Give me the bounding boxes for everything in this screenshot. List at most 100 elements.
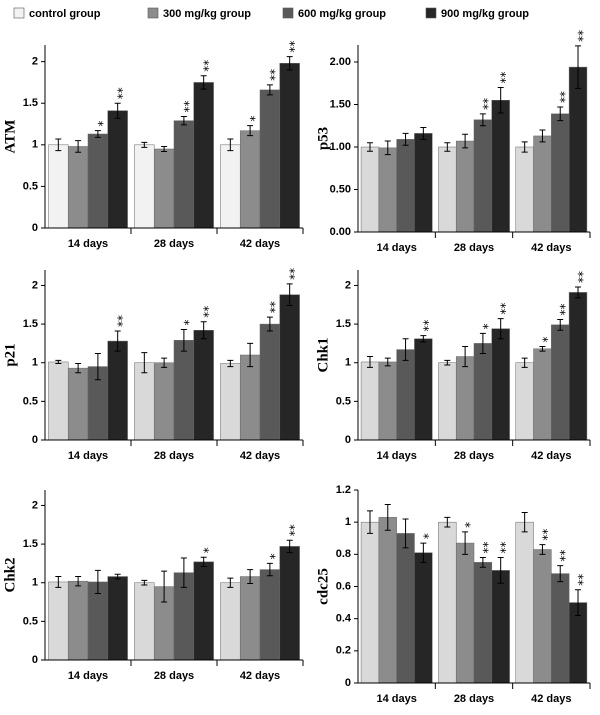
error-bar (420, 126, 427, 140)
bar (515, 521, 534, 684)
x-tick-label: 42 days (531, 693, 571, 705)
y-tick-label: 1 (32, 577, 38, 589)
error-bar (366, 142, 373, 152)
bar (455, 542, 475, 684)
error-bar (521, 141, 528, 153)
bar (48, 361, 69, 441)
error-bar (180, 557, 187, 588)
y-tick-label: 2.00 (330, 56, 351, 68)
significance-mark: * (244, 116, 258, 122)
bar (134, 144, 155, 229)
error-bar (200, 321, 207, 340)
significance-mark: ** (572, 271, 586, 283)
y-tick-label: 0.6 (336, 580, 351, 592)
error-bar (75, 363, 82, 374)
x-tick-label: 14 days (68, 670, 108, 682)
y-tick-label: 1 (345, 516, 351, 528)
bar (455, 356, 475, 441)
y-tick-label: 1 (32, 139, 38, 151)
error-bar (141, 141, 148, 148)
legend-label: control group (29, 8, 101, 20)
error-bar (247, 569, 254, 584)
significance-mark: ** (494, 542, 508, 554)
error-bar (161, 145, 168, 152)
bar (87, 133, 109, 229)
error-bar (479, 113, 486, 127)
error-bar (539, 129, 546, 143)
bar (67, 146, 89, 229)
legend-label: 300 mg/kg group (163, 8, 251, 20)
error-bar (286, 283, 293, 307)
significance-mark: * (91, 121, 105, 127)
bar (193, 561, 214, 661)
legend-swatch (282, 7, 294, 19)
error-bar (575, 45, 582, 89)
error-bar (497, 87, 504, 114)
y-tick-label: 0.50 (330, 183, 351, 195)
error-bar (402, 338, 409, 361)
error-bar (444, 516, 451, 528)
y-tick-label: 1.00 (330, 141, 351, 153)
bar (533, 348, 552, 441)
y-tick-label: 2 (32, 499, 38, 511)
significance-mark: ** (494, 72, 508, 84)
error-bar (575, 589, 582, 616)
bar (193, 330, 214, 441)
error-bar (444, 142, 451, 152)
error-bar (55, 138, 62, 152)
bar (396, 349, 415, 441)
x-tick-label: 28 days (154, 238, 194, 250)
bar (473, 343, 493, 441)
x-tick-label: 14 days (376, 450, 416, 462)
bar (568, 292, 588, 441)
bar (515, 362, 534, 441)
y-tick-label: 0.00 (330, 226, 351, 238)
significance-mark: * (177, 320, 191, 326)
significance-mark: ** (572, 30, 586, 42)
x-tick-label: 28 days (454, 450, 494, 462)
y-tick-label: 1 (345, 357, 351, 369)
y-tick-label: 0 (345, 677, 351, 689)
legend-swatch (147, 7, 159, 19)
error-bar (180, 329, 187, 352)
error-bar (227, 359, 234, 368)
error-bar (521, 512, 528, 533)
bar (473, 562, 493, 684)
significance-mark: ** (283, 41, 297, 53)
bar (220, 582, 241, 661)
error-bar (462, 531, 469, 555)
significance-mark: ** (111, 315, 125, 327)
bar (48, 581, 69, 661)
error-bar (479, 332, 486, 354)
bar (551, 324, 570, 441)
error-bar (227, 577, 234, 588)
significance-mark: ** (197, 306, 211, 318)
error-bar (420, 335, 427, 343)
error-bar (161, 357, 168, 368)
error-bar (200, 75, 207, 90)
x-tick-label: 28 days (154, 670, 194, 682)
error-bar (247, 342, 254, 368)
bar (414, 338, 433, 441)
bar (396, 533, 415, 684)
bar (279, 546, 300, 661)
bar (551, 573, 570, 684)
significance-mark: ** (554, 91, 568, 103)
y-tick-label: 2 (32, 56, 38, 68)
error-bar (55, 576, 62, 588)
legend-swatch (425, 7, 437, 19)
significance-mark: * (536, 337, 550, 343)
legend-label: 900 mg/kg group (441, 8, 529, 20)
bar (360, 521, 380, 684)
significance-mark: * (417, 533, 431, 539)
bar (414, 552, 433, 684)
error-bar (521, 357, 528, 368)
error-bar (479, 557, 486, 568)
error-bar (497, 557, 504, 584)
error-bar (557, 318, 564, 331)
error-bar (462, 346, 469, 368)
bar (396, 139, 415, 233)
error-bar (247, 125, 254, 137)
error-bar (141, 579, 148, 586)
